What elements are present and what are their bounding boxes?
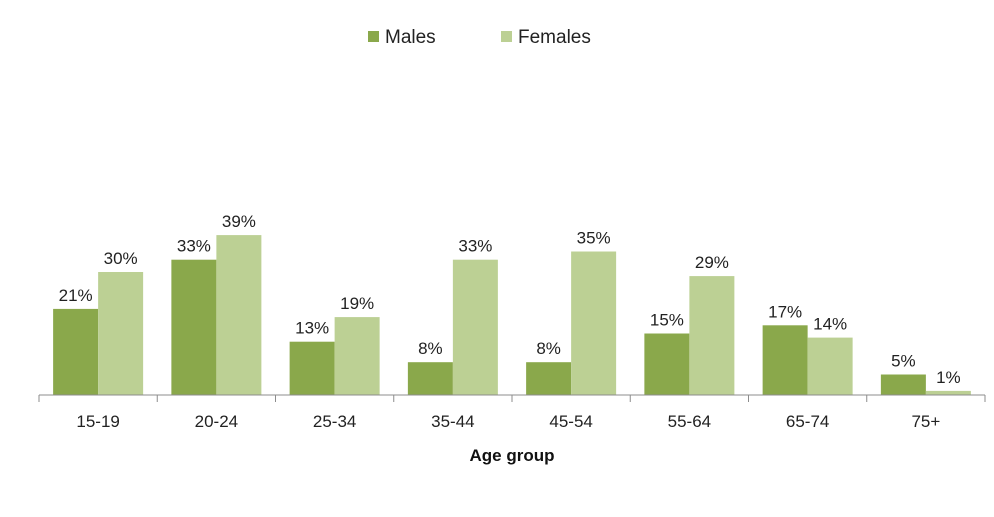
- x-tick-label: 15-19: [76, 412, 119, 431]
- data-label-males: 17%: [768, 302, 802, 321]
- legend-item-males: Males: [368, 27, 436, 48]
- bar-females: [807, 337, 853, 395]
- bar-males: [526, 362, 572, 395]
- data-label-males: 33%: [177, 237, 211, 256]
- bar-males: [762, 325, 808, 395]
- data-label-females: 14%: [813, 315, 847, 334]
- legend-label-females: Females: [518, 27, 591, 48]
- legend-swatch-males: [368, 31, 379, 42]
- legend: Males Females: [368, 27, 591, 48]
- x-tick-label: 35-44: [431, 412, 474, 431]
- x-axis-title: Age group: [470, 446, 555, 465]
- bar-males: [289, 341, 335, 395]
- legend-item-females: Females: [501, 27, 591, 48]
- data-label-males: 15%: [650, 311, 684, 330]
- data-label-females: 30%: [104, 249, 138, 268]
- x-tick-label: 55-64: [668, 412, 711, 431]
- data-label-males: 21%: [59, 286, 93, 305]
- bar-males: [53, 308, 99, 395]
- data-label-males: 5%: [891, 352, 916, 371]
- bar-females: [571, 251, 617, 395]
- plot-area: 21% 30% 15-19 33% 39% 20-24 13% 19% 25-34 8% 33% 35…: [38, 212, 986, 431]
- data-label-females: 1%: [936, 368, 961, 387]
- bar-females: [925, 390, 971, 395]
- bar-females: [334, 317, 380, 395]
- bar-males: [644, 333, 690, 395]
- x-tick-label: 20-24: [195, 412, 238, 431]
- bar-females: [689, 276, 735, 395]
- data-label-females: 33%: [458, 237, 492, 256]
- bar-males: [171, 259, 217, 395]
- data-label-females: 39%: [222, 212, 256, 231]
- x-tick-label: 75+: [911, 412, 940, 431]
- bar-females: [216, 235, 262, 395]
- legend-label-males: Males: [385, 27, 436, 48]
- x-tick-label: 65-74: [786, 412, 829, 431]
- data-label-males: 13%: [295, 319, 329, 338]
- bar-males: [880, 374, 926, 395]
- x-tick-label: 45-54: [549, 412, 592, 431]
- data-label-females: 35%: [577, 229, 611, 248]
- data-label-females: 19%: [340, 294, 374, 313]
- bar-males: [407, 362, 453, 395]
- x-tick-label: 25-34: [313, 412, 356, 431]
- data-label-males: 8%: [536, 339, 561, 358]
- legend-swatch-females: [501, 31, 512, 42]
- bar-females: [98, 272, 144, 395]
- bar-females: [452, 259, 498, 395]
- data-label-females: 29%: [695, 253, 729, 272]
- data-label-males: 8%: [418, 339, 443, 358]
